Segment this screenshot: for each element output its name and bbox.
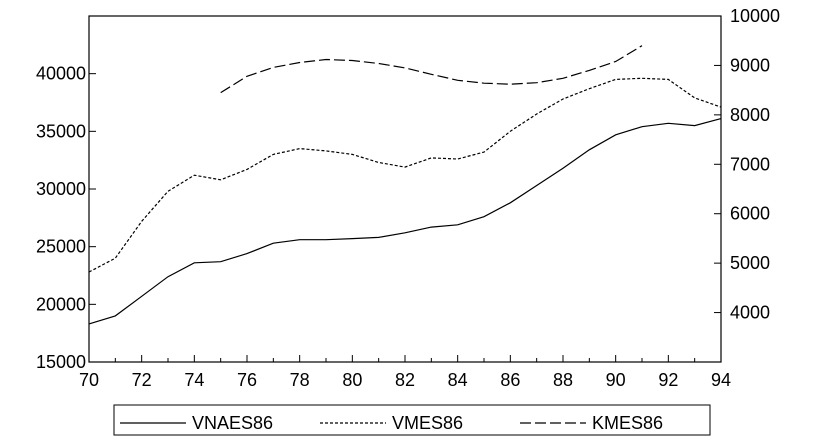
left-y-tick-label: 20000 [36, 294, 86, 314]
legend-box [113, 404, 711, 436]
left-y-axis: 15000 20000 25000 30000 35000 40000 [36, 15, 96, 372]
right-y-tick-label: 7000 [730, 154, 770, 174]
right-y-tick-label: 9000 [730, 55, 770, 75]
right-y-tick-label: 5000 [730, 253, 770, 273]
right-y-tick-label: 10000 [730, 6, 780, 26]
left-y-tick-label: 30000 [36, 179, 86, 199]
x-tick-label: 80 [342, 370, 362, 390]
x-tick-label: 78 [290, 370, 310, 390]
left-y-tick-label: 15000 [36, 352, 86, 372]
x-tick-label: 76 [237, 370, 257, 390]
right-y-axis: 4000 5000 6000 7000 8000 9000 10000 [714, 6, 780, 363]
series-layer [88, 45, 722, 325]
left-y-tick-label: 35000 [36, 121, 86, 141]
series-line-vnaes86 [88, 118, 722, 325]
x-tick-label: 74 [184, 370, 204, 390]
right-y-tick-label: 6000 [730, 204, 770, 224]
plot-frame [88, 15, 722, 363]
legend-label-vmes86: VMES86 [392, 413, 463, 433]
legend: VNAES86 VMES86 KMES86 [113, 404, 711, 436]
left-y-tick-label: 25000 [36, 237, 86, 257]
x-tick-label: 72 [132, 370, 152, 390]
legend-label-kmes86: KMES86 [592, 413, 663, 433]
legend-label-vnaes86: VNAES86 [192, 413, 273, 433]
x-tick-label: 92 [658, 370, 678, 390]
x-tick-label: 70 [79, 370, 99, 390]
x-axis: 70 72 74 76 78 80 82 84 86 88 90 92 94 [79, 355, 731, 390]
right-y-tick-label: 4000 [730, 303, 770, 323]
x-tick-label: 88 [553, 370, 573, 390]
x-tick-label: 94 [711, 370, 731, 390]
x-tick-label: 90 [606, 370, 626, 390]
left-y-tick-label: 40000 [36, 64, 86, 84]
series-line-kmes86 [220, 45, 643, 94]
x-tick-label: 82 [395, 370, 415, 390]
series-line-vmes86 [88, 77, 722, 273]
x-tick-label: 86 [500, 370, 520, 390]
x-tick-label: 84 [448, 370, 468, 390]
right-y-tick-label: 8000 [730, 105, 770, 125]
